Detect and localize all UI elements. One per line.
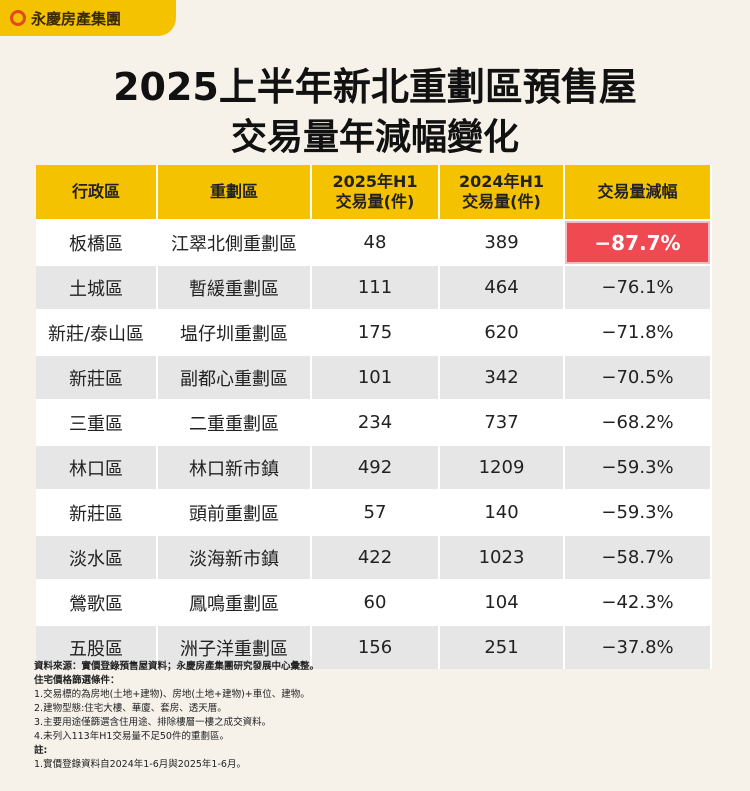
table-row: 新莊區 副都心重劃區 101 342 −70.5% bbox=[36, 354, 712, 399]
table-cell: −87.7% bbox=[565, 221, 712, 264]
table-cell: 620 bbox=[440, 311, 565, 354]
table-cell: −37.8% bbox=[565, 626, 712, 669]
table-cell: 389 bbox=[440, 221, 565, 264]
table-cell: 副都心重劃區 bbox=[158, 356, 312, 399]
table-cell: 422 bbox=[312, 536, 440, 579]
criteria-item: 3.主要用途僅篩選含住用途、排除樓層一樓之成交資料。 bbox=[34, 717, 272, 728]
header-text: 交易量(件) bbox=[462, 192, 541, 211]
table-row: 板橋區 江翠北側重劃區 48 389 −87.7% bbox=[36, 219, 712, 264]
table-row: 淡水區 淡海新市鎮 422 1023 −58.7% bbox=[36, 534, 712, 579]
table-cell: 新莊區 bbox=[36, 356, 158, 399]
table-cell: 156 bbox=[312, 626, 440, 669]
table-cell: 48 bbox=[312, 221, 440, 264]
header-row: 行政區 重劃區 2025年H1 交易量(件) 2024年H1 交易量(件) 交易量減幅 bbox=[36, 165, 712, 219]
header-text: 交易量(件) bbox=[335, 192, 415, 211]
table-row: 新莊/泰山區 塭仔圳重劃區 175 620 −71.8% bbox=[36, 309, 712, 354]
table-cell: 淡水區 bbox=[36, 536, 158, 579]
table-cell: 林口新市鎮 bbox=[158, 446, 312, 489]
table-row: 三重區 二重重劃區 234 737 −68.2% bbox=[36, 399, 712, 444]
logo-text: 永慶房產集團 bbox=[31, 9, 122, 28]
table-cell: 新莊/泰山區 bbox=[36, 311, 158, 354]
subtitle: 交易量年減幅變化 bbox=[230, 117, 519, 158]
table-cell: 60 bbox=[312, 581, 440, 624]
table-cell: 342 bbox=[440, 356, 565, 399]
table-cell: −71.8% bbox=[565, 311, 712, 354]
source-note: 資料來源：實價登錄預售屋資料；永慶房產集團研究發展中心彙整。 bbox=[34, 661, 320, 672]
table-cell: −68.2% bbox=[565, 401, 712, 444]
table-cell: 57 bbox=[312, 491, 440, 534]
table-cell: −58.7% bbox=[565, 536, 712, 579]
title: 2025上半年新北重劃區預售屋 bbox=[113, 65, 637, 109]
table-cell: 淡海新市鎮 bbox=[158, 536, 312, 579]
table-cell: −42.3% bbox=[565, 581, 712, 624]
table: 行政區 重劃區 2025年H1 交易量(件) 2024年H1 交易量(件) 交易量減幅 板橋區… bbox=[36, 165, 712, 669]
table-cell: 洲子洋重劃區 bbox=[158, 626, 312, 669]
table-cell: 140 bbox=[440, 491, 565, 534]
header-text: 重劃區 bbox=[209, 182, 258, 201]
table-cell: 101 bbox=[312, 356, 440, 399]
table-cell: −76.1% bbox=[565, 266, 712, 309]
header-cell: 2024年H1 交易量(件) bbox=[440, 165, 565, 219]
table-cell: 鳳鳴重劃區 bbox=[158, 581, 312, 624]
criteria-title: 住宅價格篩選條件： bbox=[34, 675, 120, 686]
criteria-item: 4.未列入113年H1交易量不足50件的重劃區。 bbox=[34, 731, 229, 742]
header-text: 2025年H1 bbox=[332, 172, 418, 191]
table-cell: 464 bbox=[440, 266, 565, 309]
header-cell: 交易量減幅 bbox=[565, 165, 712, 219]
table-cell: 1209 bbox=[440, 446, 565, 489]
table-cell: 234 bbox=[312, 401, 440, 444]
table-row: 林口區 林口新市鎮 492 1209 −59.3% bbox=[36, 444, 712, 489]
table-cell: −59.3% bbox=[565, 446, 712, 489]
header-cell: 行政區 bbox=[36, 165, 158, 219]
table-cell: 塭仔圳重劃區 bbox=[158, 311, 312, 354]
table-cell: 111 bbox=[312, 266, 440, 309]
header-text: 2024年H1 bbox=[458, 172, 545, 191]
table-cell: 新莊區 bbox=[36, 491, 158, 534]
table-row: 鶯歌區 鳳鳴重劃區 60 104 −42.3% bbox=[36, 579, 712, 624]
table-cell: 492 bbox=[312, 446, 440, 489]
table-cell: 三重區 bbox=[36, 401, 158, 444]
table-cell: 土城區 bbox=[36, 266, 158, 309]
table-cell: 1023 bbox=[440, 536, 565, 579]
table-cell: 二重重劃區 bbox=[158, 401, 312, 444]
table-cell: −59.3% bbox=[565, 491, 712, 534]
table-cell: 頭前重劃區 bbox=[158, 491, 312, 534]
notes: 資料來源：實價登錄預售屋資料；永慶房產集團研究發展中心彙整。 住宅價格篩選條件： 1… bbox=[34, 660, 319, 772]
table-cell: 暫緩重劃區 bbox=[158, 266, 312, 309]
table-cell: 五股區 bbox=[36, 626, 158, 669]
table-cell: 175 bbox=[312, 311, 440, 354]
table-row: 土城區 暫緩重劃區 111 464 −76.1% bbox=[36, 264, 712, 309]
header-cell: 2025年H1 交易量(件) bbox=[312, 165, 440, 219]
table-cell: 林口區 bbox=[36, 446, 158, 489]
table-cell: 江翠北側重劃區 bbox=[158, 221, 312, 264]
criteria-item: 2.建物型態:住宅大樓、華廈、套房、透天厝。 bbox=[34, 703, 227, 714]
remark-item: 1.實價登錄資料自2024年1-6月與2025年1-6月。 bbox=[34, 759, 246, 770]
table-cell: 737 bbox=[440, 401, 565, 444]
table-row: 五股區 洲子洋重劃區 156 251 −37.8% bbox=[36, 624, 712, 669]
table-cell: −70.5% bbox=[565, 356, 712, 399]
header-text: 交易量減幅 bbox=[597, 182, 678, 201]
table-cell: 251 bbox=[440, 626, 565, 669]
table-cell: 104 bbox=[440, 581, 565, 624]
header-text: 行政區 bbox=[71, 182, 120, 201]
header-cell: 重劃區 bbox=[158, 165, 312, 219]
table-cell: 鶯歌區 bbox=[36, 581, 158, 624]
criteria-item: 1.交易標的為房地(土地+建物)、房地(土地+建物)+車位、建物。 bbox=[34, 689, 310, 700]
table-cell: 板橋區 bbox=[36, 221, 158, 264]
table-row: 新莊區 頭前重劃區 57 140 −59.3% bbox=[36, 489, 712, 534]
remark-title: 註: bbox=[34, 745, 48, 756]
logo: 永慶房產集團 bbox=[0, 0, 176, 36]
logo-icon bbox=[10, 10, 26, 26]
